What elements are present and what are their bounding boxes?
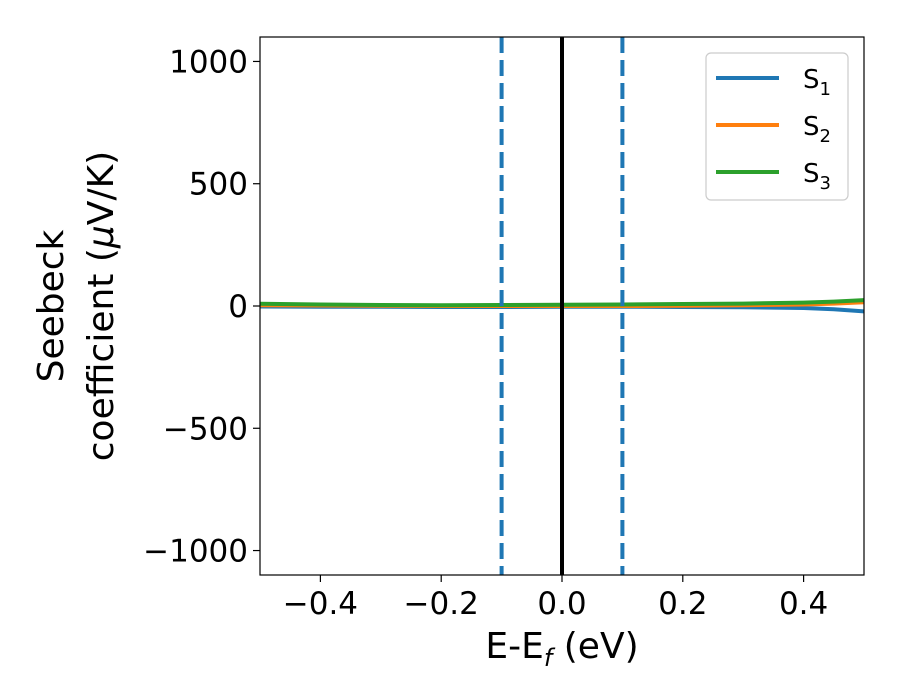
legend-label-s2: S2 [803,112,831,147]
axes-layer: −0.4 −0.2 0.0 0.2 0.4 1000 500 0 −500 −1000 [143,36,865,622]
plot-layer [260,37,864,575]
y-tick-label: 1000 [169,44,248,80]
legend-label-s1: S1 [803,65,831,100]
y-axis-label: Seebeck coefficient (μV/K) [31,151,122,461]
y-axis-label-line1: Seebeck [31,229,72,382]
x-tick-label: −0.2 [404,586,479,622]
x-axis-label: E-Ef (eV) [485,626,638,672]
legend-label-s3: S3 [803,159,831,194]
y-tick-label: −500 [163,411,248,447]
legend: S1 S2 S3 [705,52,849,201]
x-tick-label: −0.4 [283,586,358,622]
x-tick-label: 0.4 [779,586,828,622]
series-line-s3 [260,298,864,308]
plot-area [260,37,864,575]
y-tick-label: 0 [228,289,248,325]
y-tick-label: 500 [189,167,248,203]
x-tick-label: 0.0 [537,586,586,622]
x-tick-label: 0.2 [658,586,707,622]
y-axis-label-line2: coefficient (μV/K) [81,151,122,461]
y-tick-label: −1000 [143,534,248,570]
